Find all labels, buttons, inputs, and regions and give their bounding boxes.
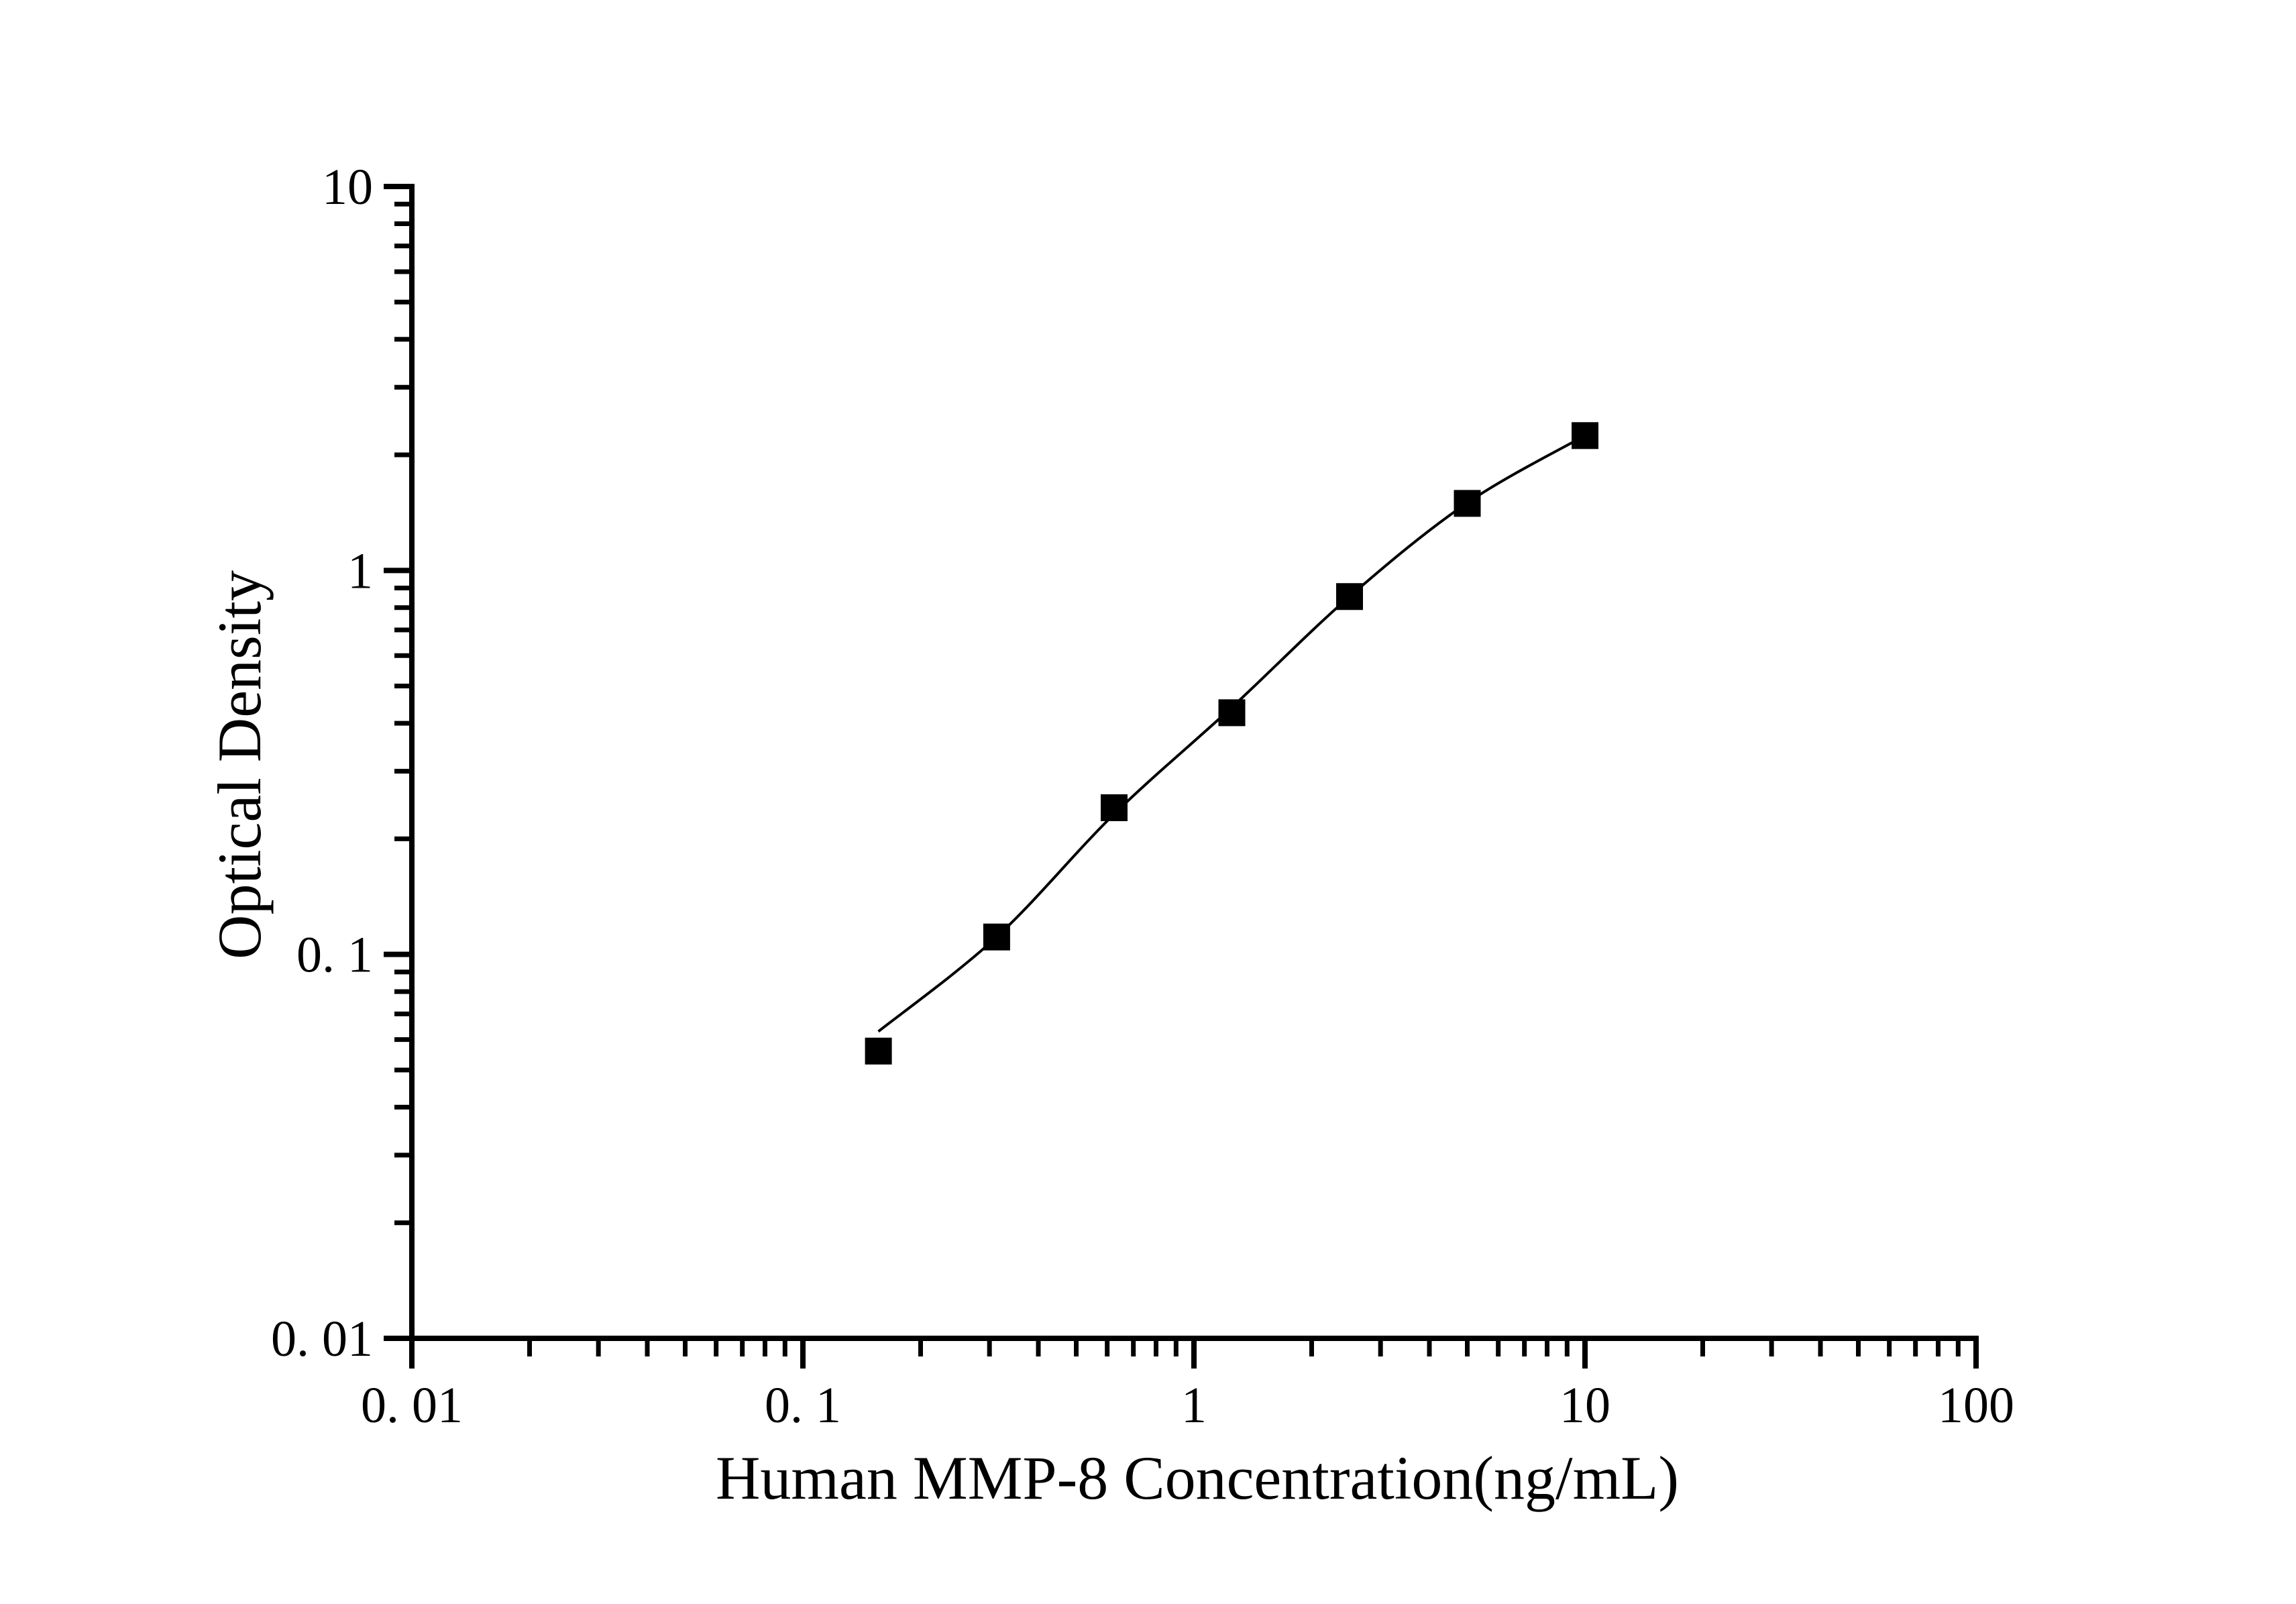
data-point-marker bbox=[1100, 794, 1128, 822]
plot-area: 0. 01 0. 1 1 10 100 0. 01 0. 1 1 10 bbox=[271, 159, 2014, 1434]
data-point-marker bbox=[1454, 490, 1481, 517]
x-tick-label: 100 bbox=[1938, 1377, 2014, 1434]
y-tick-label: 10 bbox=[322, 159, 373, 215]
data-point-marker bbox=[1572, 422, 1598, 449]
x-tick-label: 0. 01 bbox=[361, 1377, 463, 1434]
x-tick-label: 1 bbox=[1181, 1377, 1207, 1434]
y-tick-label: 1 bbox=[347, 543, 373, 599]
x-tick-label: 0. 1 bbox=[765, 1377, 841, 1434]
x-axis-title: Human MMP-8 Concentration(ng/mL) bbox=[716, 1444, 1679, 1512]
y-axis-title: Optical Density bbox=[205, 570, 274, 959]
x-tick-label: 10 bbox=[1560, 1377, 1610, 1434]
y-tick-label: 0. 1 bbox=[296, 927, 373, 983]
y-tick-label: 0. 01 bbox=[271, 1311, 373, 1367]
data-point-marker bbox=[865, 1037, 892, 1065]
data-point-marker bbox=[1218, 699, 1246, 727]
data-point-marker bbox=[1335, 583, 1363, 610]
data-point-marker bbox=[983, 923, 1010, 951]
